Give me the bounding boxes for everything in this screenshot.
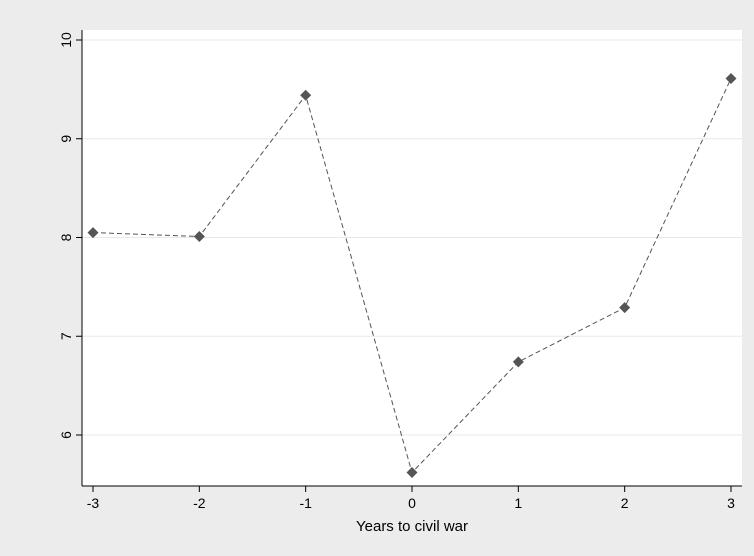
series [87, 73, 737, 479]
x-axis-title: Years to civil war [356, 518, 468, 535]
data-point-marker [300, 89, 312, 101]
data-point-marker [512, 356, 524, 368]
x-tick-label: -2 [193, 495, 206, 511]
y-tick-label: 7 [58, 332, 74, 340]
x-tick-label: 1 [514, 495, 522, 511]
y-tick-label: 10 [58, 32, 74, 48]
data-point-marker [619, 302, 631, 314]
x-tick-label: -3 [87, 495, 100, 511]
data-point-marker [87, 227, 99, 239]
x-tick-label: 0 [408, 495, 416, 511]
y-ticks: 6 7 8 9 10 [58, 32, 82, 439]
y-tick-label: 6 [58, 431, 74, 439]
x-tick-label: 2 [621, 495, 629, 511]
gridlines [82, 39, 742, 436]
x-tick-label: -1 [299, 495, 312, 511]
x-ticks: -3 -2 -1 0 1 2 3 [87, 486, 735, 511]
y-tick-label: 8 [58, 233, 74, 241]
plot-area [82, 30, 742, 486]
x-tick-label: 3 [727, 495, 735, 511]
data-point-marker [406, 467, 418, 479]
data-point-marker [193, 231, 205, 243]
data-point-marker [725, 73, 737, 85]
y-tick-label: 9 [58, 135, 74, 143]
